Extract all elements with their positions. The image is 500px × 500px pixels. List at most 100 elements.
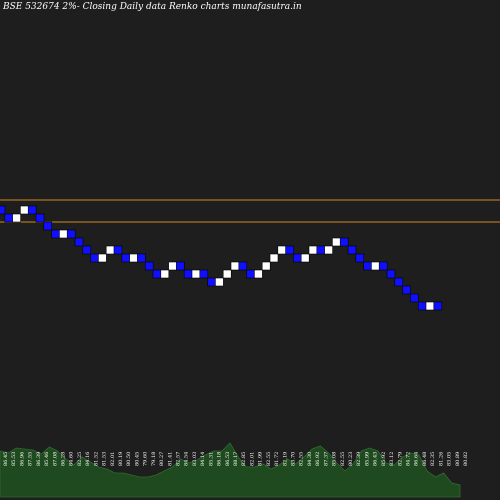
down-brick-19 bbox=[137, 253, 146, 263]
down-brick-38 bbox=[285, 245, 294, 255]
down-brick-27 bbox=[199, 269, 209, 279]
up-brick-15 bbox=[105, 245, 115, 255]
chart-title: BSE 532674 2%- Closing Daily data Renko … bbox=[3, 2, 302, 12]
down-brick-24 bbox=[176, 261, 185, 271]
down-brick-25 bbox=[183, 269, 193, 279]
volume-label-9: 84.60 bbox=[69, 452, 75, 466]
volume-label-51: 86.64 bbox=[414, 452, 420, 466]
volume-label-6: 85.46 bbox=[44, 452, 50, 466]
volume-label-47: 85.92 bbox=[381, 452, 387, 466]
volume-label-31: 82.01 bbox=[249, 452, 255, 466]
up-brick-18 bbox=[129, 253, 138, 263]
down-brick-21 bbox=[152, 269, 162, 279]
up-brick-43 bbox=[324, 245, 333, 255]
volume-label-34: 81.72 bbox=[274, 452, 280, 466]
up-brick-35 bbox=[261, 261, 271, 271]
down-brick-8 bbox=[51, 229, 60, 239]
up-brick-41 bbox=[308, 245, 318, 255]
volume-label-30: 82.85 bbox=[241, 452, 247, 466]
down-brick-45 bbox=[339, 237, 349, 247]
volume-label-25: 84.14 bbox=[200, 452, 206, 466]
down-brick-46 bbox=[347, 245, 357, 255]
down-brick-6 bbox=[35, 213, 45, 223]
volume-label-29: 88.17 bbox=[233, 452, 239, 466]
down-brick-16 bbox=[113, 245, 123, 255]
volume-label-50: 84.72 bbox=[406, 452, 412, 466]
volume-label-49: 82.79 bbox=[397, 452, 403, 466]
volume-label-45: 85.99 bbox=[364, 452, 370, 466]
up-brick-37 bbox=[277, 245, 287, 255]
volume-label-26: 85.31 bbox=[208, 452, 214, 466]
up-brick-49 bbox=[371, 261, 380, 271]
down-brick-5 bbox=[27, 205, 37, 215]
down-brick-48 bbox=[363, 261, 372, 271]
down-brick-42 bbox=[316, 245, 326, 255]
volume-label-46: 86.43 bbox=[373, 452, 379, 466]
volume-area bbox=[0, 442, 461, 498]
volume-label-16: 80.50 bbox=[126, 452, 132, 466]
volume-label-11: 84.16 bbox=[85, 452, 91, 466]
down-brick-28 bbox=[207, 277, 216, 287]
down-brick-7 bbox=[43, 221, 53, 231]
up-brick-34 bbox=[254, 269, 263, 279]
volume-label-4: 87.55 bbox=[28, 452, 34, 466]
down-brick-54 bbox=[410, 293, 419, 303]
volume-label-56: 80.89 bbox=[455, 452, 461, 466]
volume-label-38: 84.30 bbox=[307, 452, 313, 466]
volume-label-12: 81.52 bbox=[93, 452, 99, 466]
volume-label-39: 86.92 bbox=[315, 452, 321, 466]
volume-label-54: 81.26 bbox=[438, 452, 444, 466]
down-brick-47 bbox=[355, 253, 365, 263]
volume-label-2: 85.53 bbox=[11, 452, 17, 466]
volume-label-48: 83.12 bbox=[389, 452, 395, 466]
volume-label-5: 86.39 bbox=[36, 452, 42, 466]
volume-label-3: 86.96 bbox=[19, 452, 25, 466]
volume-label-37: 82.55 bbox=[299, 452, 305, 466]
volume-label-21: 81.41 bbox=[167, 452, 173, 466]
down-brick-55 bbox=[417, 301, 427, 311]
volume-label-53: 82.35 bbox=[430, 452, 436, 466]
volume-label-23: 84.54 bbox=[184, 452, 190, 466]
up-brick-36 bbox=[269, 253, 279, 263]
volume-label-44: 82.39 bbox=[356, 452, 362, 466]
volume-label-27: 86.18 bbox=[217, 452, 223, 466]
down-brick-57 bbox=[433, 301, 443, 311]
volume-label-10: 82.25 bbox=[77, 452, 83, 466]
volume-label-35: 82.19 bbox=[282, 452, 288, 466]
up-brick-23 bbox=[168, 261, 177, 271]
volume-label-22: 82.57 bbox=[176, 452, 182, 466]
volume-label-15: 80.19 bbox=[118, 452, 124, 466]
up-brick-40 bbox=[300, 253, 310, 263]
volume-label-43: 80.23 bbox=[348, 452, 354, 466]
down-brick-10 bbox=[66, 229, 76, 239]
volume-label-57: 80.82 bbox=[463, 452, 469, 466]
volume-label-52: 86.48 bbox=[422, 452, 428, 466]
down-brick-39 bbox=[293, 253, 302, 263]
up-brick-56 bbox=[425, 301, 435, 311]
volume-label-18: 79.60 bbox=[143, 452, 149, 466]
volume-label-28: 86.53 bbox=[225, 452, 231, 466]
down-brick-52 bbox=[394, 277, 404, 287]
up-brick-3 bbox=[12, 213, 21, 223]
volume-label-42: 82.55 bbox=[340, 452, 346, 466]
volume-label-13: 81.53 bbox=[102, 452, 108, 466]
volume-label-36: 83.70 bbox=[291, 452, 297, 466]
volume-label-8: 86.28 bbox=[61, 452, 67, 466]
volume-label-32: 81.99 bbox=[258, 452, 264, 466]
up-brick-22 bbox=[160, 269, 170, 279]
down-brick-32 bbox=[238, 261, 248, 271]
up-brick-44 bbox=[332, 237, 341, 247]
up-brick-26 bbox=[191, 269, 201, 279]
volume-label-24: 83.03 bbox=[192, 452, 198, 466]
up-brick-31 bbox=[230, 261, 240, 271]
up-brick-9 bbox=[59, 229, 68, 239]
down-brick-17 bbox=[121, 253, 131, 263]
up-brick-30 bbox=[222, 269, 232, 279]
down-brick-2 bbox=[4, 213, 14, 223]
down-brick-12 bbox=[82, 245, 92, 255]
volume-label-41: 85.08 bbox=[332, 452, 338, 466]
volume-label-19: 79.18 bbox=[151, 452, 157, 466]
down-brick-50 bbox=[378, 261, 388, 271]
